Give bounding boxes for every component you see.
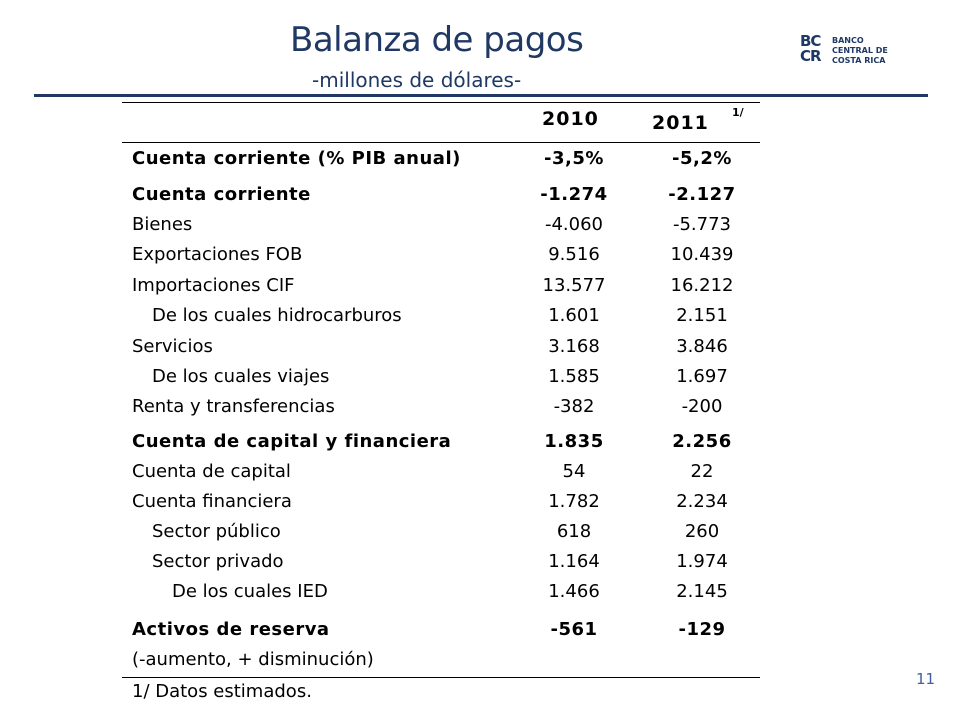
row-label: Cuenta corriente (% PIB anual) (132, 148, 461, 169)
table-row: Cuenta financiera 1.782 2.234 (122, 488, 760, 516)
row-label: De los cuales hidrocarburos (152, 305, 402, 326)
logo-bank-line1: BANCO (832, 36, 864, 45)
table-row: Renta y transferencias -382 -200 (122, 393, 760, 421)
row-value-2010: -561 (550, 619, 598, 640)
row-label: Cuenta corriente (132, 184, 311, 205)
table-footnote: 1/ Datos estimados. (132, 681, 312, 702)
header-2010: 2010 (542, 108, 599, 130)
row-value-2010: 1.601 (548, 305, 600, 326)
row-value-2011: 1.974 (676, 551, 728, 572)
table-row: Bienes -4.060 -5.773 (122, 211, 760, 239)
table-row: Activos de reserva -561 -129 (122, 616, 760, 644)
row-label: De los cuales IED (172, 581, 328, 602)
row-label: Importaciones CIF (132, 275, 295, 296)
title-divider (34, 94, 928, 97)
header-2011: 2011 (652, 112, 709, 134)
row-label: Cuenta de capital y financiera (132, 431, 452, 452)
row-value-2010: 1.466 (548, 581, 600, 602)
table-top-rule (122, 102, 760, 103)
header-2011-note: 1/ (732, 106, 744, 119)
row-label: (-aumento, + disminución) (132, 649, 374, 670)
row-value-2011: 22 (690, 461, 714, 482)
row-label: Renta y transferencias (132, 396, 335, 417)
table-row: Cuenta de capital y financiera 1.835 2.2… (122, 428, 760, 456)
row-label: Activos de reserva (132, 619, 330, 640)
table-row: De los cuales hidrocarburos 1.601 2.151 (122, 302, 760, 330)
row-value-2010: -3,5% (544, 148, 604, 169)
row-value-2011: 260 (684, 521, 720, 542)
row-value-2010: 9.516 (548, 244, 600, 265)
row-value-2011: -129 (678, 619, 726, 640)
row-value-2011: -5,2% (672, 148, 732, 169)
row-label: Sector privado (152, 551, 284, 572)
table-row: Cuenta de capital 54 22 (122, 458, 760, 486)
table-row: Importaciones CIF 13.577 16.212 (122, 272, 760, 300)
row-value-2011: -200 (681, 396, 723, 417)
logo-bank-line2: CENTRAL DE (832, 46, 888, 55)
row-value-2010: 618 (556, 521, 592, 542)
row-value-2011: -2.127 (668, 184, 736, 205)
row-label: Cuenta financiera (132, 491, 292, 512)
row-value-2010: 13.577 (542, 275, 606, 296)
row-value-2011: -5.773 (672, 214, 732, 235)
table-row: (-aumento, + disminución) (122, 646, 760, 674)
row-value-2011: 2.256 (672, 431, 732, 452)
row-value-2010: -1.274 (540, 184, 608, 205)
row-value-2010: -4.060 (544, 214, 604, 235)
table-footer-rule (122, 677, 760, 678)
row-label: Cuenta de capital (132, 461, 291, 482)
logo-mark-line1: BC (800, 32, 821, 50)
row-value-2011: 16.212 (670, 275, 734, 296)
page-title: Balanza de pagos (290, 20, 584, 60)
table-row: De los cuales IED 1.466 2.145 (122, 578, 760, 606)
table-row: Exportaciones FOB 9.516 10.439 (122, 241, 760, 269)
table-row: Servicios 3.168 3.846 (122, 333, 760, 361)
table-row: Cuenta corriente (% PIB anual) -3,5% -5,… (122, 145, 760, 173)
logo-mark-line2: CR (800, 47, 822, 65)
row-value-2010: 1.782 (548, 491, 600, 512)
row-value-2010: 3.168 (548, 336, 600, 357)
page-number: 11 (916, 670, 936, 688)
row-value-2011: 3.846 (676, 336, 728, 357)
row-label: De los cuales viajes (152, 366, 330, 387)
row-value-2010: 1.835 (544, 431, 604, 452)
row-value-2011: 10.439 (670, 244, 734, 265)
logo-bank-line3: COSTA RICA (832, 56, 886, 65)
bccr-logo: BC CR BANCO CENTRAL DE COSTA RICA (800, 34, 910, 68)
row-label: Exportaciones FOB (132, 244, 303, 265)
page-subtitle: -millones de dólares- (312, 68, 522, 92)
logo-mark: BC CR (800, 34, 830, 68)
row-value-2010: -382 (553, 396, 595, 417)
table-row: Sector público 618 260 (122, 518, 760, 546)
row-value-2010: 1.585 (548, 366, 600, 387)
logo-bank-name: BANCO CENTRAL DE COSTA RICA (832, 36, 912, 66)
row-value-2011: 2.234 (676, 491, 728, 512)
row-label: Servicios (132, 336, 213, 357)
row-value-2010: 1.164 (548, 551, 600, 572)
table-header-rule (122, 142, 760, 143)
table-row: Sector privado 1.164 1.974 (122, 548, 760, 576)
row-value-2011: 2.145 (676, 581, 728, 602)
row-value-2011: 2.151 (676, 305, 728, 326)
table-row: De los cuales viajes 1.585 1.697 (122, 363, 760, 391)
row-label: Bienes (132, 214, 193, 235)
table-row: Cuenta corriente -1.274 -2.127 (122, 181, 760, 209)
row-value-2010: 54 (562, 461, 586, 482)
row-label: Sector público (152, 521, 281, 542)
row-value-2011: 1.697 (676, 366, 728, 387)
